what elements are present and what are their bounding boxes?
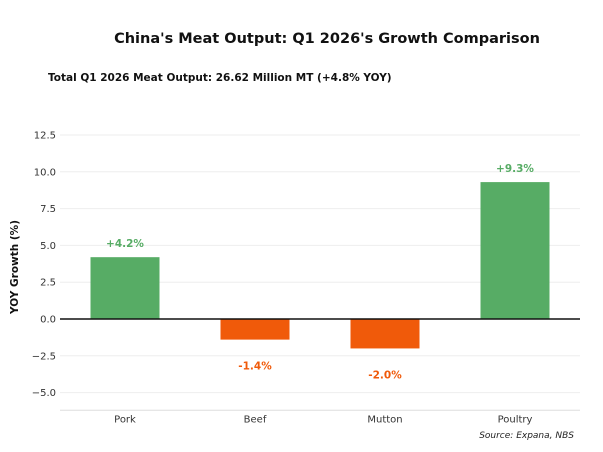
source-note: Source: Expana, NBS xyxy=(479,431,574,441)
x-tick-label: Mutton xyxy=(367,414,402,425)
y-tick-label: 5.0 xyxy=(40,241,56,252)
bar-pork xyxy=(90,257,160,319)
y-tick-label: 12.5 xyxy=(34,131,56,142)
y-tick-label: 0.0 xyxy=(40,315,56,326)
x-axis-ticks: Pork Beef Mutton Poultry xyxy=(114,414,532,425)
y-tick-label: 2.5 xyxy=(40,278,56,289)
y-tick-label: 10.0 xyxy=(34,167,56,178)
bar-mutton xyxy=(350,319,420,349)
bar-beef xyxy=(220,319,290,340)
chart-title: China's Meat Output: Q1 2026's Growth Co… xyxy=(114,31,540,47)
data-label: -2.0% xyxy=(368,369,402,381)
y-axis-label: YOY Growth (%) xyxy=(9,220,21,315)
y-tick-label: −2.5 xyxy=(32,351,56,362)
x-tick-label: Pork xyxy=(114,414,136,425)
x-tick-label: Beef xyxy=(244,414,267,425)
y-axis-ticks: −5.0 −2.5 0.0 2.5 5.0 7.5 10.0 12.5 xyxy=(32,131,56,400)
y-tick-label: −5.0 xyxy=(32,388,56,399)
bars: +4.2% -1.4% -2.0% +9.3% xyxy=(60,163,580,381)
chart-subtitle: Total Q1 2026 Meat Output: 26.62 Million… xyxy=(48,72,392,84)
x-tick-label: Poultry xyxy=(498,414,533,425)
data-label: +4.2% xyxy=(106,238,144,250)
data-label: -1.4% xyxy=(238,361,272,373)
bar-poultry xyxy=(480,182,550,319)
y-tick-label: 7.5 xyxy=(40,204,56,215)
data-label: +9.3% xyxy=(496,163,534,175)
